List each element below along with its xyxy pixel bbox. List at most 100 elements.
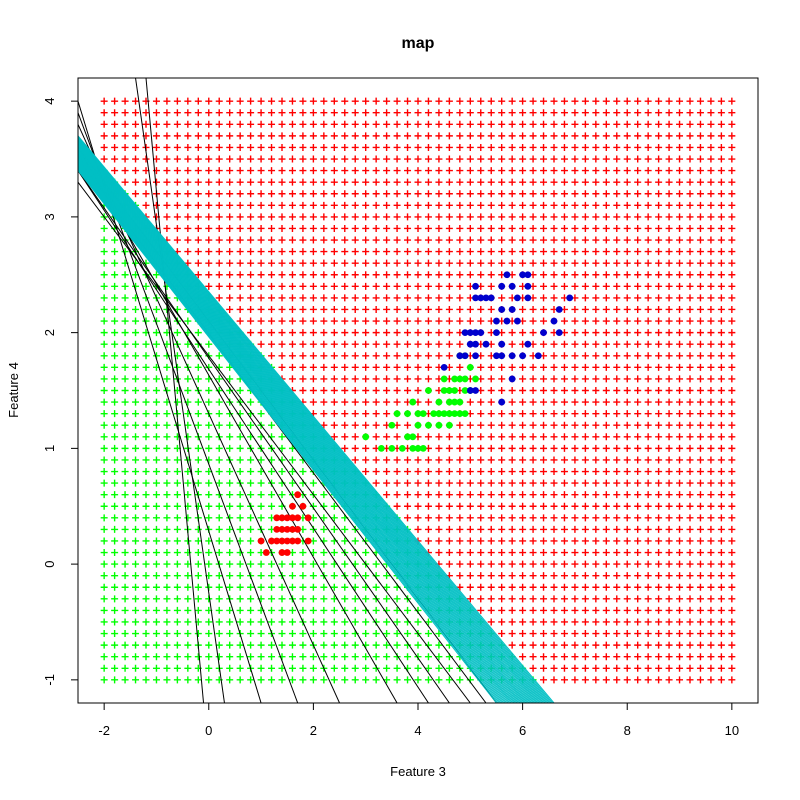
grid-marker [372, 653, 380, 661]
grid-marker [320, 514, 328, 522]
grid-marker [257, 224, 265, 232]
grid-marker [728, 549, 736, 557]
grid-marker [173, 514, 181, 522]
grid-marker [205, 537, 213, 545]
grid-marker [205, 595, 213, 603]
grid-marker [686, 143, 694, 151]
grid-marker [393, 595, 401, 603]
grid-marker [132, 363, 140, 371]
grid-marker [592, 329, 600, 337]
grid-marker [205, 132, 213, 140]
grid-marker [320, 549, 328, 557]
grid-marker [707, 236, 715, 244]
grid-marker [299, 213, 307, 221]
grid-marker [676, 537, 684, 545]
grid-marker [550, 155, 558, 163]
grid-marker [320, 201, 328, 209]
grid-marker [728, 664, 736, 672]
grid-marker [111, 305, 119, 313]
grid-marker [707, 630, 715, 638]
grid-marker [728, 340, 736, 348]
grid-marker [540, 595, 548, 603]
grid-marker [592, 97, 600, 105]
grid-marker [592, 676, 600, 684]
boundary-line-late [78, 140, 548, 703]
grid-marker [728, 271, 736, 279]
grid-marker [236, 664, 244, 672]
grid-marker [540, 525, 548, 533]
grid-marker [435, 305, 443, 313]
grid-marker [111, 363, 119, 371]
grid-marker [519, 375, 527, 383]
grid-marker [602, 224, 610, 232]
grid-marker [424, 676, 432, 684]
grid-marker [111, 329, 119, 337]
grid-marker [362, 236, 370, 244]
grid-marker [435, 132, 443, 140]
grid-marker [623, 630, 631, 638]
grid-marker [142, 109, 150, 117]
grid-marker [247, 583, 255, 591]
grid-marker [623, 340, 631, 348]
grid-marker [247, 398, 255, 406]
grid-marker [414, 676, 422, 684]
grid-marker [571, 213, 579, 221]
grid-marker [194, 595, 202, 603]
grid-marker [142, 398, 150, 406]
grid-marker [424, 433, 432, 441]
grid-marker [602, 595, 610, 603]
grid-marker [655, 109, 663, 117]
grid-marker [602, 572, 610, 580]
grid-marker [665, 676, 673, 684]
grid-marker [309, 375, 317, 383]
grid-marker [592, 583, 600, 591]
grid-marker [498, 120, 506, 128]
grid-marker [696, 271, 704, 279]
grid-marker [184, 630, 192, 638]
grid-marker [142, 525, 150, 533]
grid-marker [634, 213, 642, 221]
grid-marker [623, 456, 631, 464]
grid-marker [132, 549, 140, 557]
data-point [283, 525, 291, 533]
grid-marker [676, 606, 684, 614]
grid-marker [215, 630, 223, 638]
grid-marker [341, 618, 349, 626]
grid-marker [215, 618, 223, 626]
grid-marker [404, 97, 412, 105]
grid-marker [466, 398, 474, 406]
grid-marker [602, 653, 610, 661]
grid-marker [247, 537, 255, 545]
grid-marker [466, 560, 474, 568]
grid-marker [205, 502, 213, 510]
grid-marker [320, 491, 328, 499]
grid-marker [173, 664, 181, 672]
grid-marker [508, 583, 516, 591]
grid-marker [550, 248, 558, 256]
grid-marker [330, 410, 338, 418]
grid-marker [529, 491, 537, 499]
grid-marker [445, 514, 453, 522]
grid-marker [247, 468, 255, 476]
data-point [257, 537, 265, 545]
grid-marker [330, 178, 338, 186]
grid-marker [466, 572, 474, 580]
grid-marker [299, 630, 307, 638]
grid-marker [519, 491, 527, 499]
grid-marker [330, 259, 338, 267]
grid-marker [529, 537, 537, 545]
grid-marker [278, 491, 286, 499]
grid-marker [508, 329, 516, 337]
grid-marker [226, 120, 234, 128]
grid-marker [655, 224, 663, 232]
grid-marker [163, 178, 171, 186]
grid-marker [351, 248, 359, 256]
grid-marker [592, 444, 600, 452]
grid-marker [519, 410, 527, 418]
grid-marker [299, 387, 307, 394]
grid-marker [602, 537, 610, 545]
grid-marker [341, 294, 349, 302]
grid-marker [362, 618, 370, 626]
grid-marker [320, 375, 328, 383]
grid-marker [477, 97, 485, 105]
